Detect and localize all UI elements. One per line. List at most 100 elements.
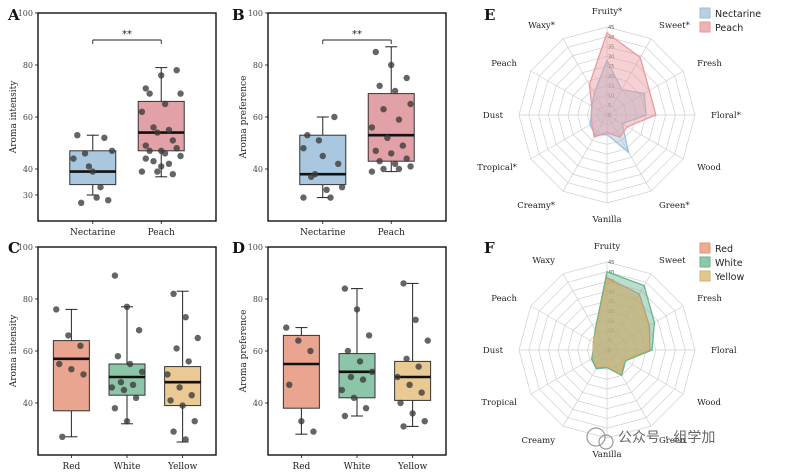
data-point <box>167 397 174 404</box>
radar-tick-label: 20 <box>608 309 614 315</box>
data-point <box>403 155 410 162</box>
data-point <box>161 150 169 157</box>
radar-spoke <box>530 349 608 395</box>
radar-tick-label: 20 <box>608 74 614 80</box>
data-point <box>400 423 407 430</box>
wechat-icon <box>586 427 606 447</box>
data-point <box>304 132 311 139</box>
data-point <box>365 332 373 339</box>
radar-axis-label: Fruity* <box>592 7 623 17</box>
data-point <box>409 410 416 417</box>
data-point <box>176 384 183 391</box>
data-point <box>105 197 112 204</box>
y-tick-label: 100 <box>248 9 263 18</box>
data-point <box>356 358 364 365</box>
radar-axis-label: Waxy <box>532 256 555 266</box>
data-point <box>70 155 77 162</box>
data-point <box>424 337 431 344</box>
y-tick-label: 80 <box>23 295 33 304</box>
radar-tick-label: 40 <box>608 35 614 41</box>
x-tick-label: Peach <box>148 228 175 238</box>
data-point <box>188 392 195 399</box>
panel-letter: F <box>484 239 495 257</box>
data-point <box>146 147 153 154</box>
data-point <box>286 381 293 388</box>
radar-axis-label: Wood <box>697 398 721 408</box>
y-tick-label: 40 <box>23 399 33 408</box>
radar-axis-label: Floral <box>711 346 737 356</box>
data-point <box>123 418 131 425</box>
y-tick-label: 80 <box>23 61 33 70</box>
data-point <box>135 327 143 334</box>
data-point <box>177 90 184 97</box>
data-point <box>191 418 198 425</box>
data-point <box>65 332 72 339</box>
data-point <box>142 155 149 162</box>
x-tick-label: White <box>344 462 371 472</box>
radar-tick-label: 25 <box>608 299 614 305</box>
radar-axis-label: Fresh <box>697 59 722 69</box>
data-point <box>108 147 116 154</box>
data-point <box>359 376 367 383</box>
panel-c: C 40 60 80 100 Aroma intensity Red White Yellow <box>8 239 217 472</box>
data-point <box>368 368 376 375</box>
radar-spoke <box>562 114 608 192</box>
data-point <box>154 168 161 175</box>
radar-tick-label: 30 <box>608 54 614 60</box>
data-point <box>406 381 413 388</box>
data-point <box>123 303 131 310</box>
y-tick-label: 60 <box>23 347 33 356</box>
data-point <box>161 100 169 108</box>
panel-e: E Fruity* Sweet* Fresh Floral* Wood Green* Vani… <box>477 6 761 225</box>
data-point <box>150 158 157 165</box>
data-point <box>182 314 189 321</box>
data-point <box>101 134 108 141</box>
data-point <box>384 134 391 141</box>
y-tick-label: 60 <box>253 113 263 122</box>
y-tick-label: 30 <box>23 191 33 200</box>
data-point <box>376 82 383 90</box>
y-tick-label: 40 <box>23 165 33 174</box>
data-point <box>300 194 307 201</box>
data-point <box>338 184 346 191</box>
data-point <box>347 373 355 381</box>
data-point <box>85 163 93 170</box>
data-point <box>300 145 307 152</box>
y-axis-label: Aroma intensity <box>9 80 19 155</box>
radar-tick-label: 35 <box>608 45 614 51</box>
radar-tick-label: 45 <box>608 25 614 31</box>
y-tick-label: 60 <box>253 347 263 356</box>
data-point <box>283 324 290 331</box>
radar-tick-label: 10 <box>608 93 614 99</box>
significance-label: ** <box>122 29 132 40</box>
radar-tick-label: 15 <box>608 319 614 325</box>
data-point <box>338 386 346 394</box>
data-point <box>74 132 81 139</box>
data-point <box>418 389 425 396</box>
watermark: 公众号 · 组学加 <box>586 427 715 450</box>
box-nectarine <box>299 134 347 186</box>
data-point <box>138 168 146 175</box>
box-nectarine <box>69 150 117 186</box>
radar-spoke <box>606 273 652 351</box>
data-point <box>126 360 134 368</box>
radar-axis-label: Fresh <box>697 294 722 304</box>
radar-axis-label: Sweet <box>659 256 686 266</box>
data-point <box>403 355 410 362</box>
data-point <box>407 163 414 170</box>
box-yellow <box>394 360 432 401</box>
radar-spoke <box>606 70 684 116</box>
data-point <box>170 428 177 435</box>
data-point <box>415 363 422 370</box>
data-point <box>298 418 305 425</box>
y-tick-label: 40 <box>253 399 263 408</box>
data-point <box>108 384 116 391</box>
panel-d: D 40 60 80 100 Aroma preference Red White Yellow <box>232 239 447 472</box>
data-point <box>412 316 419 323</box>
data-point <box>295 337 302 344</box>
radar-axis-label: Vanilla <box>591 450 621 460</box>
data-point <box>170 290 177 297</box>
y-tick-label: 60 <box>23 113 33 122</box>
data-point <box>311 171 319 178</box>
